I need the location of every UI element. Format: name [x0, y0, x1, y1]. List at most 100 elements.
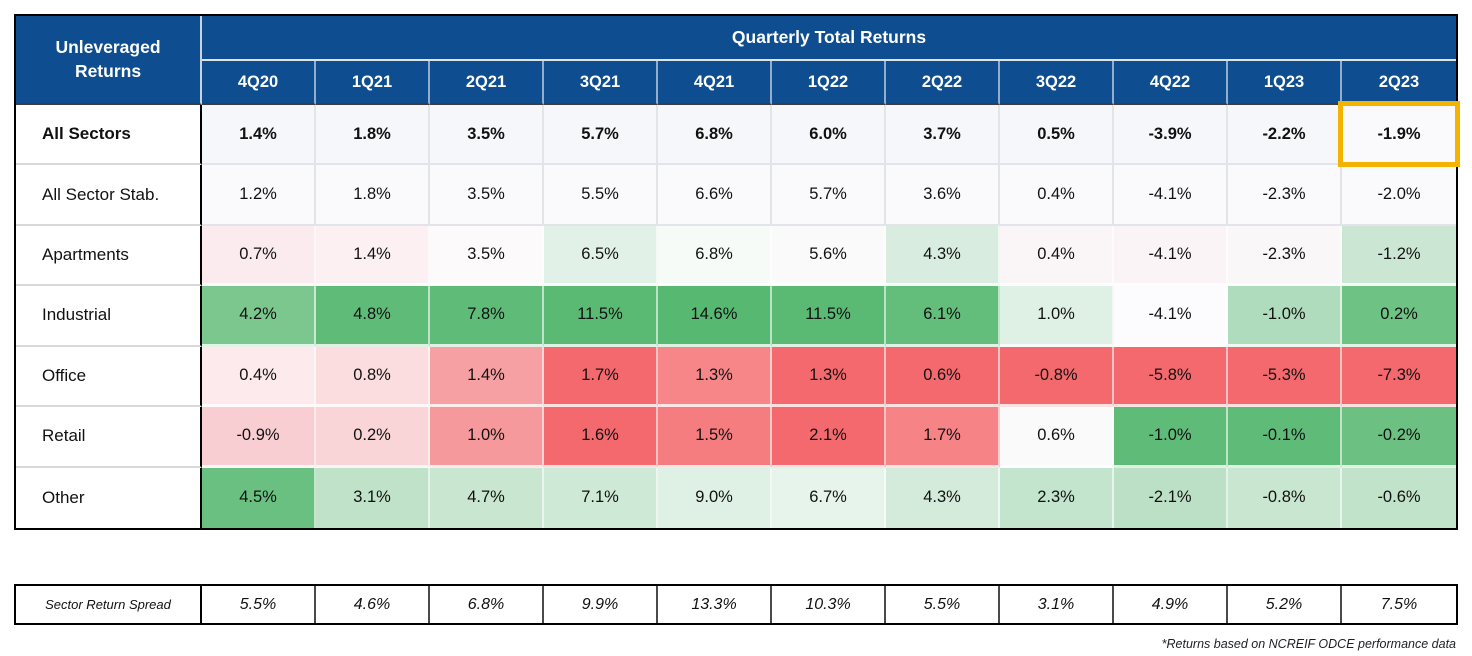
column-header-1q21: 1Q21 — [316, 61, 430, 105]
cell-office-1q21: 0.8% — [316, 346, 430, 408]
cell-all-sectors-3q22: 0.5% — [1000, 105, 1114, 166]
spread-cell-2q21: 6.8% — [430, 586, 544, 623]
cell-retail-1q23: -0.1% — [1228, 407, 1342, 468]
cell-apartments-2q21: 3.5% — [430, 225, 544, 287]
cell-retail-3q21: 1.6% — [544, 407, 658, 468]
row-label-office: Office — [16, 346, 202, 408]
cell-apartments-3q21: 6.5% — [544, 225, 658, 287]
cell-office-1q22: 1.3% — [772, 346, 886, 408]
row-label-apartments: Apartments — [16, 225, 202, 287]
cell-all-sector-stab-4q22: -4.1% — [1114, 165, 1228, 226]
spread-cell-3q22: 3.1% — [1000, 586, 1114, 623]
spread-row-label: Sector Return Spread — [16, 586, 202, 623]
cell-office-4q21: 1.3% — [658, 346, 772, 408]
cell-office-4q20: 0.4% — [202, 346, 316, 408]
cell-office-4q22: -5.8% — [1114, 346, 1228, 408]
column-header-4q21: 4Q21 — [658, 61, 772, 105]
corner-header-unleveraged-returns: Unleveraged Returns — [16, 16, 202, 105]
column-header-1q23: 1Q23 — [1228, 61, 1342, 105]
column-header-2q21: 2Q21 — [430, 61, 544, 105]
row-label-retail: Retail — [16, 407, 202, 468]
cell-all-sectors-4q21: 6.8% — [658, 105, 772, 166]
cell-retail-1q21: 0.2% — [316, 407, 430, 468]
cell-all-sectors-4q22: -3.9% — [1114, 105, 1228, 166]
row-label-all-sectors: All Sectors — [16, 105, 202, 166]
column-header-1q22: 1Q22 — [772, 61, 886, 105]
cell-all-sectors-2q21: 3.5% — [430, 105, 544, 166]
spread-cell-2q22: 5.5% — [886, 586, 1000, 623]
cell-industrial-1q22: 11.5% — [772, 286, 886, 347]
cell-all-sectors-1q22: 6.0% — [772, 105, 886, 166]
spread-cell-1q23: 5.2% — [1228, 586, 1342, 623]
column-header-4q22: 4Q22 — [1114, 61, 1228, 105]
cell-industrial-4q21: 14.6% — [658, 286, 772, 347]
cell-other-4q21: 9.0% — [658, 467, 772, 528]
spread-cell-3q21: 9.9% — [544, 586, 658, 623]
spread-cell-1q22: 10.3% — [772, 586, 886, 623]
cell-other-2q22: 4.3% — [886, 467, 1000, 528]
cell-apartments-2q23: -1.2% — [1342, 225, 1456, 287]
column-header-2q22: 2Q22 — [886, 61, 1000, 105]
cell-all-sector-stab-1q21: 1.8% — [316, 165, 430, 226]
table-title: Quarterly Total Returns — [202, 16, 1456, 61]
cell-all-sector-stab-1q23: -2.3% — [1228, 165, 1342, 226]
cell-retail-2q23: -0.2% — [1342, 407, 1456, 468]
spread-cell-2q23: 7.5% — [1380, 595, 1418, 613]
cell-other-4q22: -2.1% — [1114, 467, 1228, 528]
cell-office-3q21: 1.7% — [544, 346, 658, 408]
cell-industrial-3q21: 11.5% — [544, 286, 658, 347]
highlighted-cell-all-sectors-2q23: -1.9% — [1338, 100, 1460, 168]
cell-apartments-4q22: -4.1% — [1114, 225, 1228, 287]
cell-retail-4q21: 1.5% — [658, 407, 772, 468]
cell-all-sector-stab-3q21: 5.5% — [544, 165, 658, 226]
cell-all-sector-stab-4q20: 1.2% — [202, 165, 316, 226]
cell-industrial-3q22: 1.0% — [1000, 286, 1114, 347]
cell-other-3q21: 7.1% — [544, 467, 658, 528]
cell-apartments-4q20: 0.7% — [202, 225, 316, 287]
cell-apartments-1q21: 1.4% — [316, 225, 430, 287]
column-header-3q21: 3Q21 — [544, 61, 658, 105]
cell-other-1q22: 6.7% — [772, 467, 886, 528]
cell-all-sectors-2q22: 3.7% — [886, 105, 1000, 166]
row-label-other: Other — [16, 467, 202, 528]
cell-all-sector-stab-2q23: -2.0% — [1342, 165, 1456, 226]
corner-title-line1: Unleveraged — [55, 36, 161, 57]
cell-all-sector-stab-4q21: 6.6% — [658, 165, 772, 226]
row-label-industrial: Industrial — [16, 286, 202, 347]
cell-all-sector-stab-3q22: 0.4% — [1000, 165, 1114, 226]
cell-apartments-1q22: 5.6% — [772, 225, 886, 287]
row-label-all-sector-stab: All Sector Stab. — [16, 165, 202, 226]
cell-other-3q22: 2.3% — [1000, 467, 1114, 528]
cell-industrial-1q23: -1.0% — [1228, 286, 1342, 347]
cell-apartments-2q22: 4.3% — [886, 225, 1000, 287]
cell-apartments-3q22: 0.4% — [1000, 225, 1114, 287]
cell-all-sectors-4q20: 1.4% — [202, 105, 316, 166]
returns-heatmap-table: Unleveraged Returns Quarterly Total Retu… — [14, 14, 1460, 530]
column-header-4q20: 4Q20 — [202, 61, 316, 105]
cell-all-sectors-3q21: 5.7% — [544, 105, 658, 166]
cell-other-4q20: 4.5% — [202, 467, 316, 528]
cell-retail-4q22: -1.0% — [1114, 407, 1228, 468]
corner-title-line2: Returns — [74, 60, 142, 81]
cell-office-2q21: 1.4% — [430, 346, 544, 408]
spread-cell-4q20: 5.5% — [202, 586, 316, 623]
cell-retail-2q22: 1.7% — [886, 407, 1000, 468]
cell-all-sectors-1q23: -2.2% — [1228, 105, 1342, 166]
spread-cell-1q21: 4.6% — [316, 586, 430, 623]
column-header-2q23: 2Q23 — [1342, 61, 1456, 105]
cell-all-sector-stab-1q22: 5.7% — [772, 165, 886, 226]
cell-industrial-4q22: -4.1% — [1114, 286, 1228, 347]
spread-cell-4q21: 13.3% — [658, 586, 772, 623]
cell-all-sector-stab-2q22: 3.6% — [886, 165, 1000, 226]
cell-industrial-2q23: 0.2% — [1342, 286, 1456, 347]
cell-other-2q23: -0.6% — [1342, 467, 1456, 528]
cell-office-1q23: -5.3% — [1228, 346, 1342, 408]
cell-industrial-2q22: 6.1% — [886, 286, 1000, 347]
cell-retail-4q20: -0.9% — [202, 407, 316, 468]
cell-retail-3q22: 0.6% — [1000, 407, 1114, 468]
cell-retail-2q21: 1.0% — [430, 407, 544, 468]
cell-apartments-1q23: -2.3% — [1228, 225, 1342, 287]
cell-office-2q22: 0.6% — [886, 346, 1000, 408]
column-header-3q22: 3Q22 — [1000, 61, 1114, 105]
